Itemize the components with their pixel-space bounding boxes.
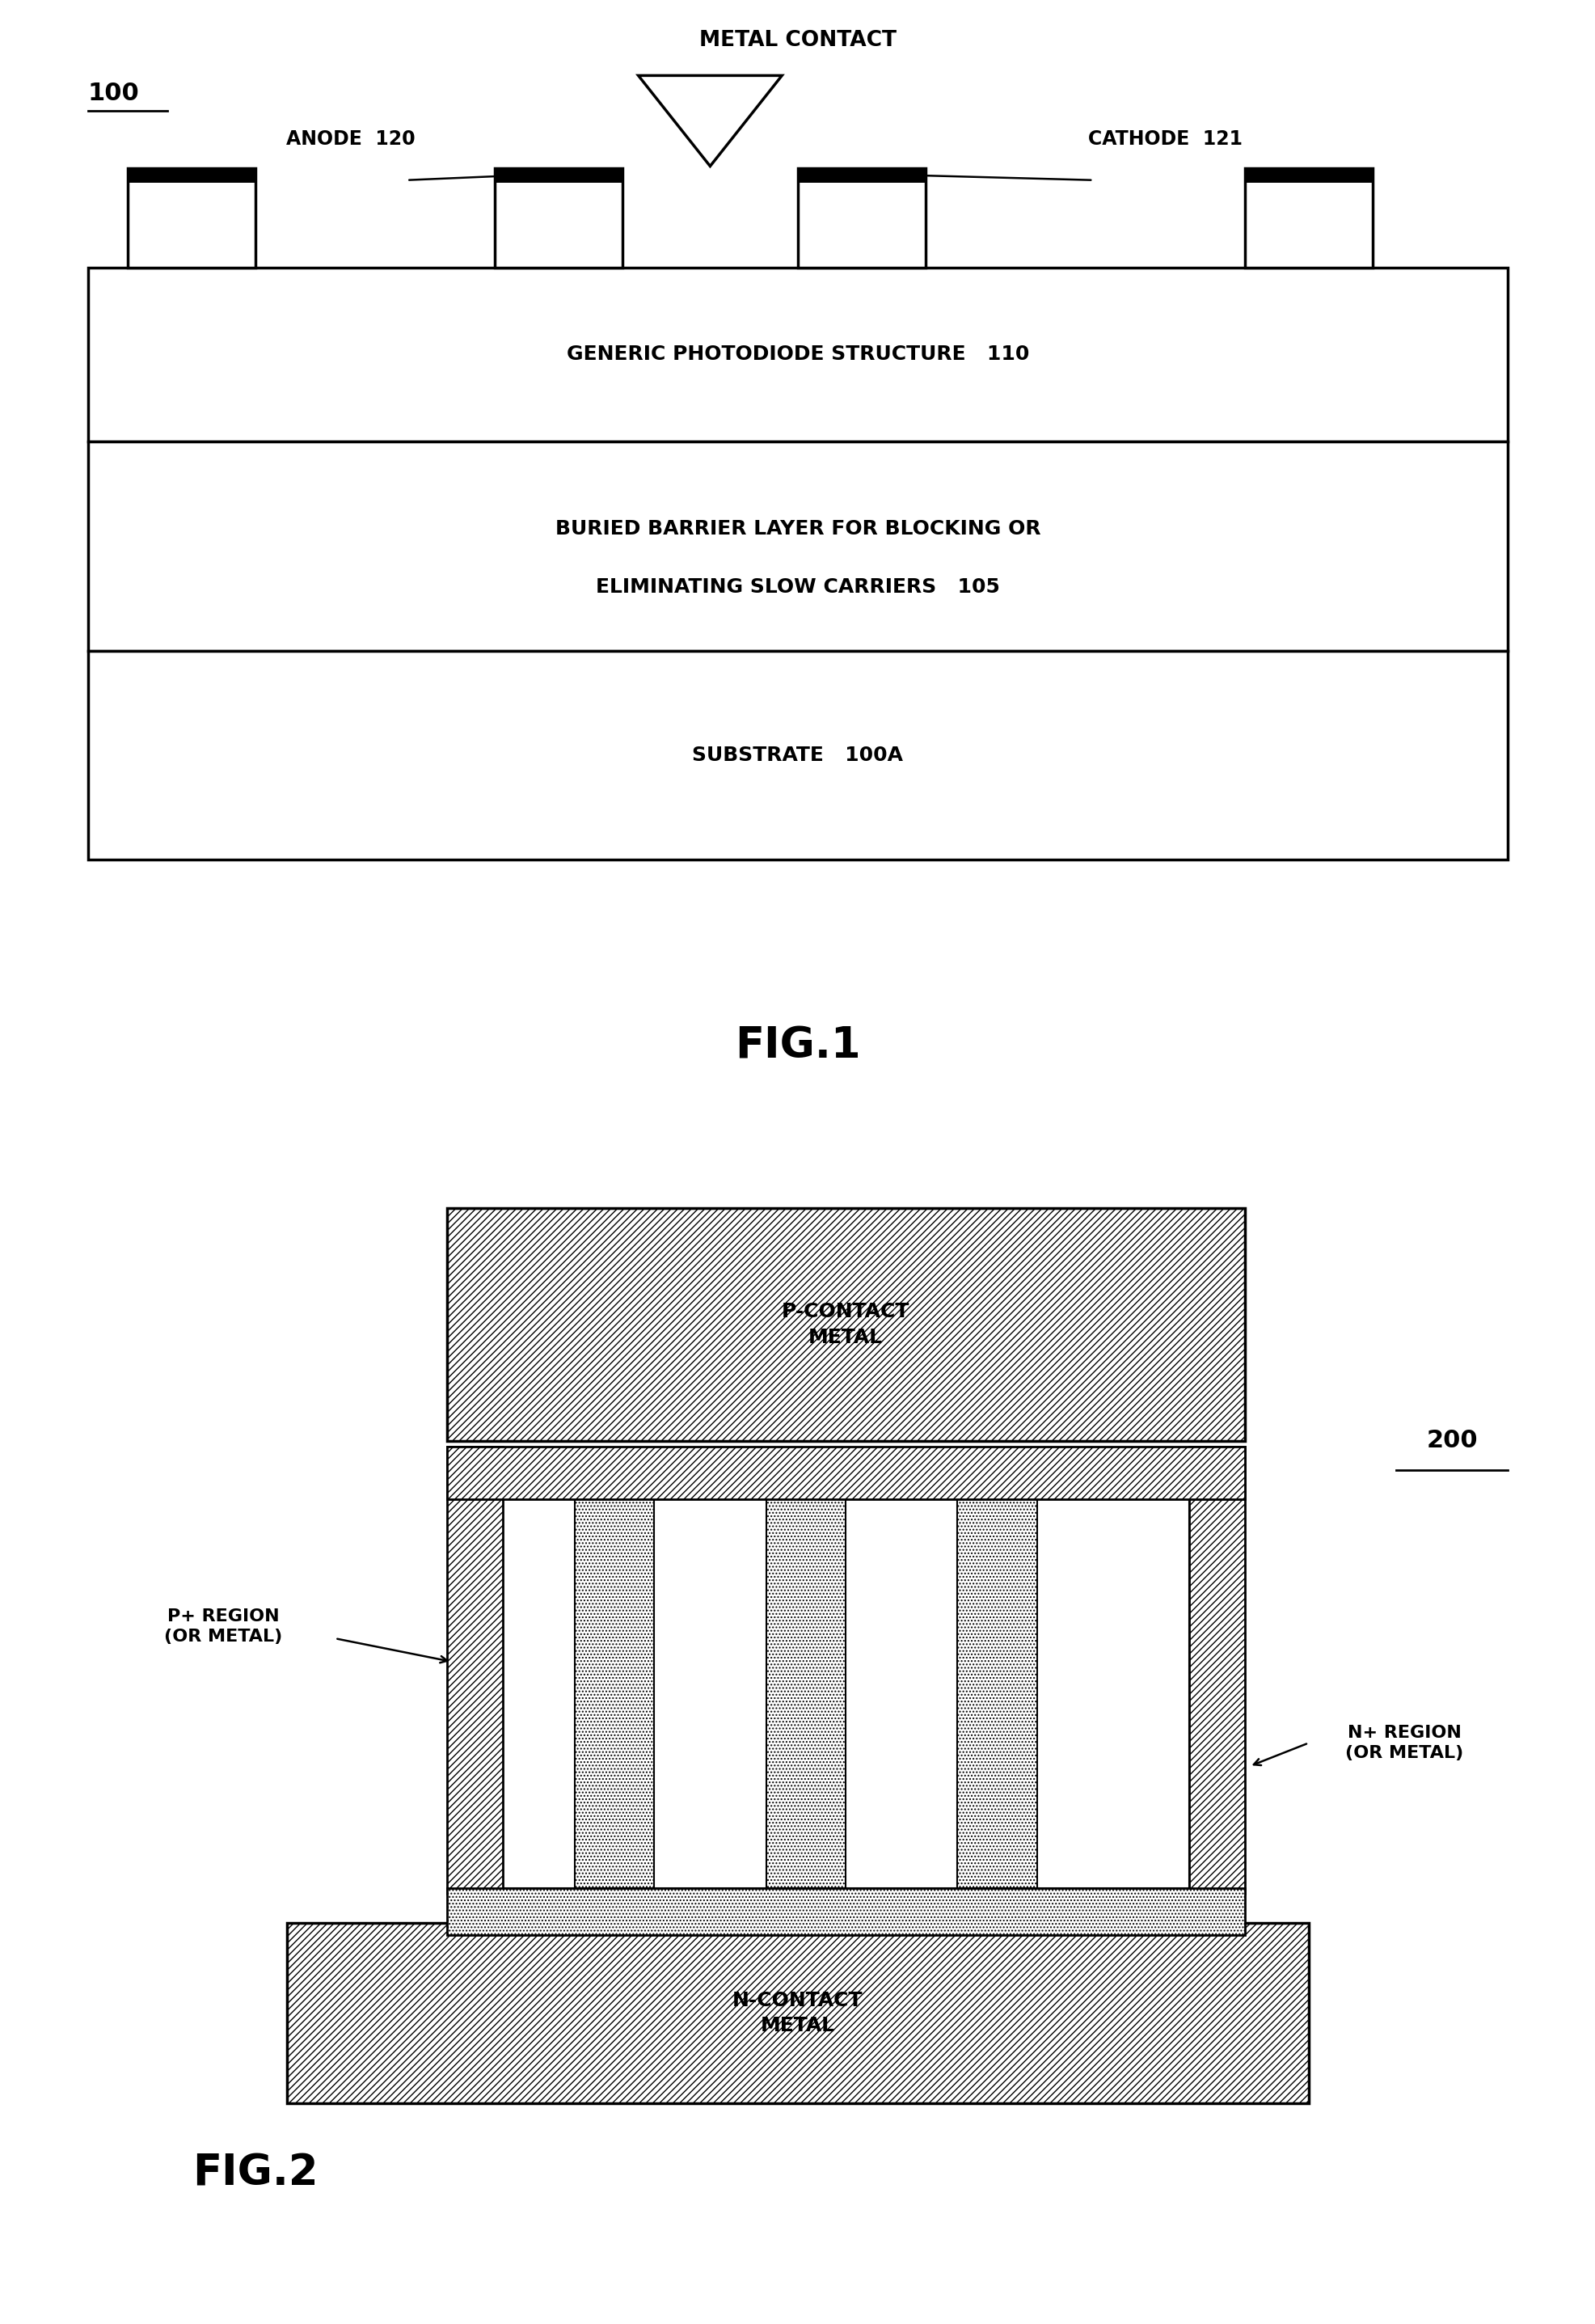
Bar: [798, 167, 925, 181]
Bar: [766, 1499, 845, 1887]
Bar: [447, 1208, 1244, 1441]
Bar: [447, 1446, 502, 1894]
Bar: [447, 1446, 1244, 1499]
Text: ELIMINATING SLOW CARRIERS   105: ELIMINATING SLOW CARRIERS 105: [595, 576, 1000, 597]
Bar: [287, 1924, 1308, 2103]
Bar: [88, 267, 1507, 442]
Bar: [494, 170, 622, 267]
Bar: [1188, 1446, 1244, 1894]
Text: METAL CONTACT: METAL CONTACT: [699, 30, 896, 51]
Text: FIG.2: FIG.2: [193, 2152, 317, 2194]
Text: ANODE  120: ANODE 120: [287, 130, 415, 149]
Bar: [447, 1887, 1244, 1934]
Bar: [1244, 170, 1372, 267]
Bar: [1244, 167, 1372, 181]
Text: 200: 200: [1426, 1429, 1477, 1452]
Text: SUBSTRATE   100A: SUBSTRATE 100A: [692, 746, 903, 765]
Text: CATHODE  121: CATHODE 121: [1088, 130, 1241, 149]
Bar: [957, 1499, 1037, 1887]
Bar: [128, 167, 255, 181]
Bar: [798, 170, 925, 267]
Text: FIG.1: FIG.1: [735, 1025, 860, 1067]
Text: N-CONTACT
METAL: N-CONTACT METAL: [732, 1992, 863, 2036]
Bar: [494, 167, 622, 181]
Text: P+ REGION
(OR METAL): P+ REGION (OR METAL): [164, 1608, 282, 1645]
Text: GENERIC PHOTODIODE STRUCTURE   110: GENERIC PHOTODIODE STRUCTURE 110: [566, 344, 1029, 365]
Bar: [128, 170, 255, 267]
Bar: [574, 1499, 654, 1887]
Bar: [502, 1499, 1188, 1887]
Bar: [88, 442, 1507, 651]
Text: BURIED BARRIER LAYER FOR BLOCKING OR: BURIED BARRIER LAYER FOR BLOCKING OR: [555, 518, 1040, 539]
Text: 100: 100: [88, 81, 139, 105]
Text: P-CONTACT
METAL: P-CONTACT METAL: [782, 1301, 909, 1348]
Bar: [88, 651, 1507, 860]
Text: N+ REGION
(OR METAL): N+ REGION (OR METAL): [1345, 1724, 1463, 1762]
